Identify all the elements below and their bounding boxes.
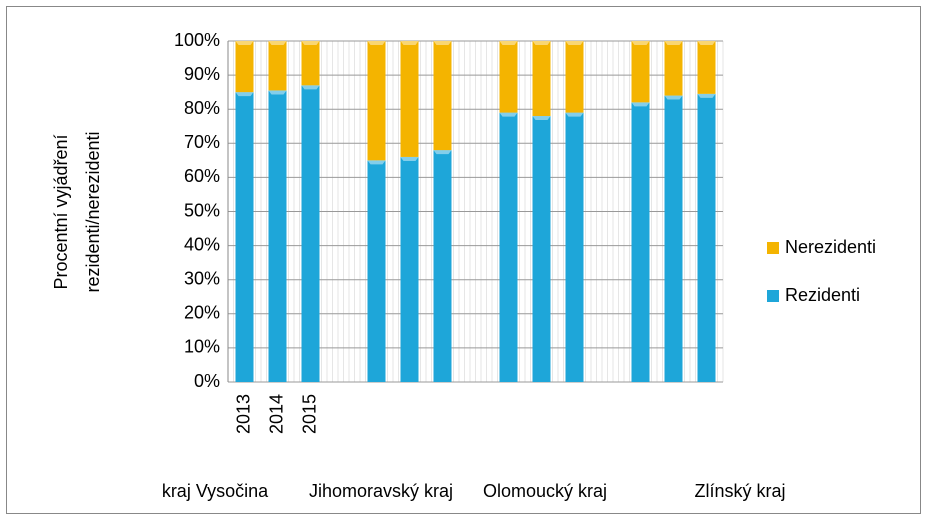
bar-top bbox=[499, 41, 518, 45]
x-tick-label: 2014 bbox=[266, 394, 286, 434]
bar-top bbox=[532, 116, 551, 121]
y-tick-label: 30% bbox=[184, 268, 220, 288]
bar-top bbox=[664, 41, 683, 45]
bar-top bbox=[400, 156, 419, 161]
bar-top bbox=[400, 41, 419, 45]
legend-label: Nerezidenti bbox=[785, 237, 876, 257]
y-tick-label: 10% bbox=[184, 337, 220, 357]
bar-top bbox=[367, 41, 386, 45]
x-tick-label: 2013 bbox=[233, 394, 253, 434]
bar-top bbox=[532, 41, 551, 45]
group-label: Olomoucký kraj bbox=[483, 481, 607, 501]
bar-top bbox=[664, 95, 683, 100]
bar-top bbox=[499, 112, 518, 117]
bar-top bbox=[367, 160, 386, 165]
bar-top bbox=[697, 41, 716, 45]
y-tick-label: 70% bbox=[184, 132, 220, 152]
group-label: Zlínský kraj bbox=[694, 481, 785, 501]
bar-top bbox=[301, 85, 320, 90]
bar-segment bbox=[565, 41, 584, 113]
group-label: Jihomoravský kraj bbox=[309, 481, 453, 501]
legend-label: Rezidenti bbox=[785, 285, 860, 305]
bar-segment bbox=[235, 92, 254, 383]
y-tick-label: 80% bbox=[184, 98, 220, 118]
y-tick-label: 100% bbox=[174, 30, 220, 50]
y-tick-label: 50% bbox=[184, 200, 220, 220]
y-axis-title: rezidenti/nerezidenti bbox=[83, 131, 103, 292]
bar-top bbox=[631, 41, 650, 45]
bar-segment bbox=[499, 41, 518, 113]
bar-segment bbox=[697, 41, 716, 94]
legend-swatch bbox=[767, 290, 779, 302]
bar-segment bbox=[367, 41, 386, 161]
bar-segment bbox=[532, 41, 551, 117]
bar-top bbox=[433, 150, 452, 155]
bar-top bbox=[433, 41, 452, 45]
bar-segment bbox=[532, 116, 551, 383]
bar-segment bbox=[499, 112, 518, 383]
bar-top bbox=[631, 102, 650, 107]
bar-segment bbox=[268, 90, 287, 382]
bar-segment bbox=[301, 85, 320, 382]
bar-top bbox=[697, 93, 716, 98]
y-tick-label: 40% bbox=[184, 234, 220, 254]
group-label: kraj Vysočina bbox=[162, 481, 269, 501]
legend-swatch bbox=[767, 242, 779, 254]
bar-top bbox=[565, 112, 584, 117]
bar-segment bbox=[433, 150, 452, 382]
bar-segment bbox=[664, 95, 683, 382]
bar-top bbox=[268, 90, 287, 95]
bar-top bbox=[235, 41, 254, 45]
bar-segment bbox=[433, 41, 452, 151]
bar-segment bbox=[301, 41, 320, 86]
bar-segment bbox=[697, 93, 716, 382]
y-tick-label: 20% bbox=[184, 303, 220, 323]
bar-segment bbox=[235, 41, 254, 93]
y-tick-label: 60% bbox=[184, 166, 220, 186]
bar-segment bbox=[631, 41, 650, 103]
bar-segment bbox=[367, 160, 386, 382]
bar-segment bbox=[400, 41, 419, 157]
bar-segment bbox=[268, 41, 287, 91]
x-tick-label: 2015 bbox=[299, 394, 319, 434]
bar-top bbox=[268, 41, 287, 45]
bar-segment bbox=[565, 112, 584, 383]
bar-top bbox=[565, 41, 584, 45]
bar-segment bbox=[631, 102, 650, 382]
y-tick-label: 0% bbox=[194, 371, 220, 391]
y-axis-title: Procentní vyjádření bbox=[51, 134, 71, 289]
bar-segment bbox=[664, 41, 683, 96]
bar-top bbox=[301, 41, 320, 45]
y-tick-label: 90% bbox=[184, 64, 220, 84]
bar-top bbox=[235, 92, 254, 97]
bar-segment bbox=[400, 156, 419, 382]
